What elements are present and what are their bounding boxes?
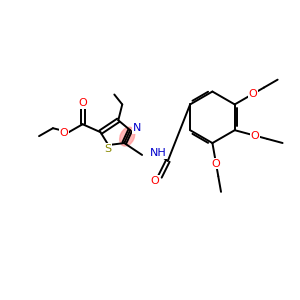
Text: O: O xyxy=(212,159,220,169)
Ellipse shape xyxy=(120,127,135,146)
Text: N: N xyxy=(133,123,141,133)
Text: O: O xyxy=(59,128,68,138)
Text: O: O xyxy=(250,130,259,141)
Text: NH: NH xyxy=(150,148,167,158)
Text: S: S xyxy=(104,144,111,154)
Text: O: O xyxy=(151,176,159,186)
Text: O: O xyxy=(248,89,257,99)
Text: O: O xyxy=(78,98,87,108)
